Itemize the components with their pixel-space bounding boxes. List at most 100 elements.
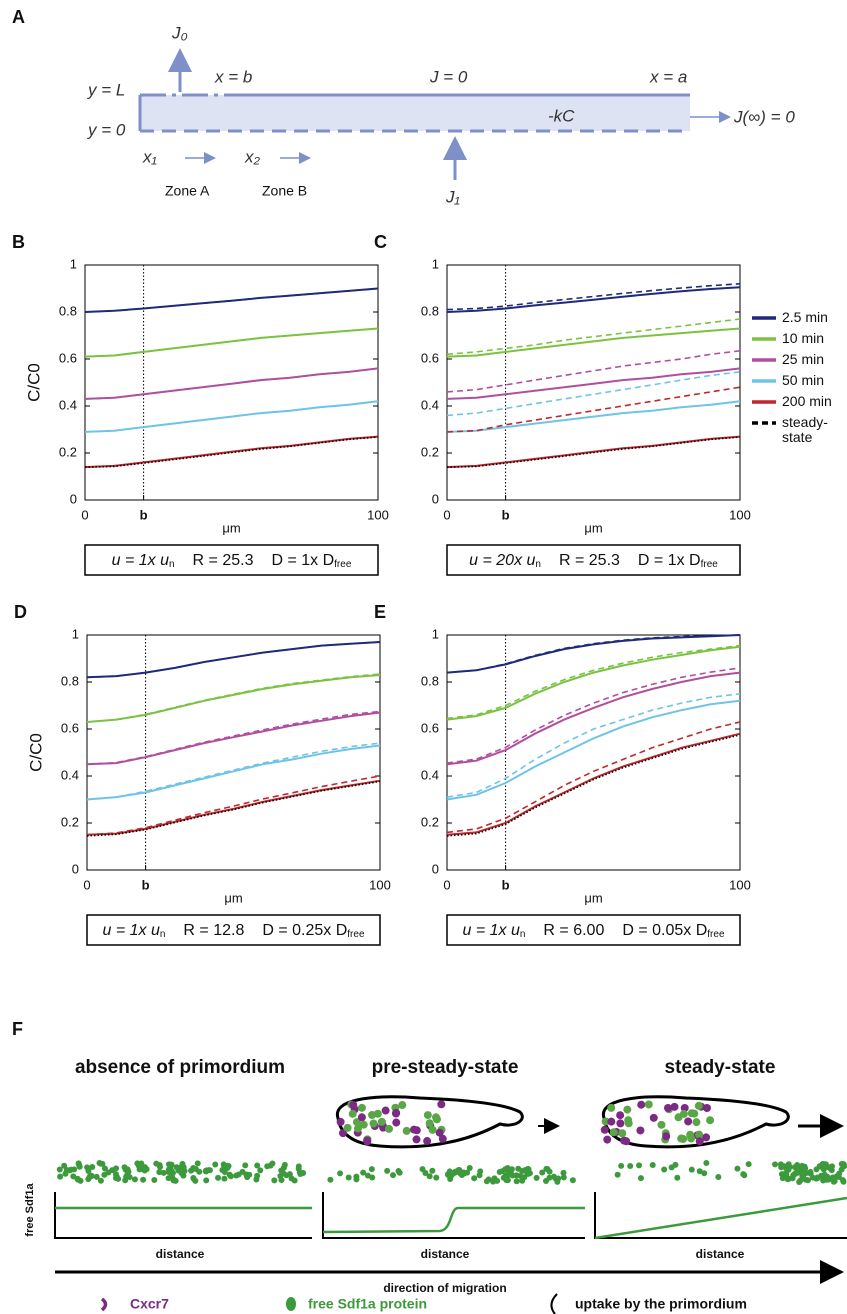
cell-dot xyxy=(359,1120,368,1129)
y-axis-label: C/C0 xyxy=(26,733,45,772)
cell-dot xyxy=(607,1117,616,1126)
protein-dot xyxy=(820,1161,827,1168)
x-axis-label: μm xyxy=(222,520,240,535)
axis xyxy=(322,1192,585,1239)
cell-dot xyxy=(603,1135,612,1144)
cell-dot xyxy=(618,1129,627,1138)
protein-dot xyxy=(703,1160,710,1167)
protein-dot xyxy=(772,1161,779,1168)
protein-dot xyxy=(70,1173,77,1180)
series-dashed-line xyxy=(86,775,381,836)
panel-title: pre-steady-state xyxy=(372,1057,519,1078)
cell-dot xyxy=(607,1103,616,1112)
protein-dot xyxy=(701,1170,708,1177)
caption-part: R = 12.8 xyxy=(183,922,244,939)
protein-dot xyxy=(471,1175,478,1182)
protein-dot xyxy=(672,1161,679,1168)
panel-label: A xyxy=(12,7,25,27)
protein-dot xyxy=(447,1176,454,1183)
protein-dot xyxy=(745,1161,752,1168)
cell-dot xyxy=(352,1118,361,1127)
protein-dot xyxy=(212,1161,219,1168)
protein-dot xyxy=(555,1175,562,1182)
x-axis-label: μm xyxy=(224,890,242,905)
protein-dot xyxy=(88,1172,95,1179)
series-dashed-line xyxy=(446,693,741,798)
cell-dot xyxy=(348,1109,357,1118)
protein-dot xyxy=(364,1172,371,1179)
panel-label: C xyxy=(374,232,387,252)
protein-dot xyxy=(93,1173,100,1180)
legend-item: 25 min xyxy=(782,352,825,367)
series-line xyxy=(84,287,379,313)
x-tick-label: 100 xyxy=(367,507,389,522)
protein-dot xyxy=(618,1162,625,1169)
x-tick-label: b xyxy=(502,507,510,522)
y-tick-label: 0 xyxy=(432,861,439,876)
series-line xyxy=(446,400,741,433)
caption-box xyxy=(86,914,381,946)
y-axis-label: C/C0 xyxy=(24,363,43,402)
cell-dot xyxy=(363,1137,372,1146)
legend-label: 25 min xyxy=(782,352,825,367)
caption-part: D = 1x D xyxy=(638,552,701,569)
protein-dot xyxy=(113,1165,120,1172)
x-axis-label: μm xyxy=(584,890,602,905)
protein-dot xyxy=(353,1173,360,1180)
uptake-icon xyxy=(550,1293,558,1314)
cell-dot xyxy=(662,1132,671,1141)
series-dashed-line xyxy=(446,350,741,393)
protein-dot xyxy=(153,1160,160,1167)
cell-dot xyxy=(381,1106,390,1115)
protein-dot xyxy=(239,1168,246,1175)
cell-dot xyxy=(377,1117,386,1126)
x-tick-label: 0 xyxy=(83,877,90,892)
series-line xyxy=(86,744,381,801)
protein-dot xyxy=(799,1162,806,1169)
protein-dot xyxy=(485,1176,492,1183)
legend-item: 10 min xyxy=(782,331,824,346)
cell-dot xyxy=(402,1126,411,1135)
protein-dot xyxy=(172,1177,179,1184)
cell-dot xyxy=(686,1130,695,1139)
protein-dot xyxy=(122,1177,129,1184)
cell-dot xyxy=(357,1103,366,1112)
protein-dot xyxy=(194,1160,201,1167)
cell-dot xyxy=(616,1111,625,1120)
panel-title: steady-state xyxy=(665,1057,776,1078)
series-line xyxy=(446,645,741,721)
protein-dot xyxy=(560,1174,567,1181)
protein-dot xyxy=(458,1171,465,1178)
protein-dot xyxy=(368,1166,375,1173)
cell-dot xyxy=(392,1118,401,1127)
cell-dot xyxy=(636,1126,645,1135)
protein-dot xyxy=(674,1174,681,1181)
cell-dot xyxy=(644,1100,653,1109)
y-tick-label: 0.4 xyxy=(421,397,439,412)
cell-dot xyxy=(695,1137,704,1146)
protein-dot xyxy=(180,1172,187,1179)
y-tick-label: 0.8 xyxy=(59,303,77,318)
series-line xyxy=(86,641,381,679)
cell-dot xyxy=(702,1133,711,1142)
series-dashed-line xyxy=(446,667,741,764)
caption-part: n xyxy=(160,929,166,940)
protein-dot xyxy=(627,1162,634,1169)
protein-dot xyxy=(286,1171,293,1178)
sdf1a-icon xyxy=(286,1297,296,1311)
protein-dot xyxy=(784,1166,791,1173)
protein-dot xyxy=(688,1166,695,1173)
y-tick-label: 0.2 xyxy=(421,444,439,459)
cell-dot xyxy=(438,1134,447,1143)
protein-dot xyxy=(327,1176,334,1183)
protein-dot xyxy=(203,1177,210,1184)
cell-dot xyxy=(637,1100,646,1109)
domain xyxy=(140,95,690,131)
protein-dot xyxy=(476,1172,483,1179)
y-tick-label: 0.4 xyxy=(59,397,77,412)
y-tick-label: 0 xyxy=(70,491,77,506)
caption-part: u = 20x u xyxy=(469,552,535,569)
protein-dot xyxy=(177,1164,184,1171)
protein-dot xyxy=(740,1171,747,1178)
caption: u = 1x un R = 12.8 D = 0.25x Dfree xyxy=(102,922,364,939)
